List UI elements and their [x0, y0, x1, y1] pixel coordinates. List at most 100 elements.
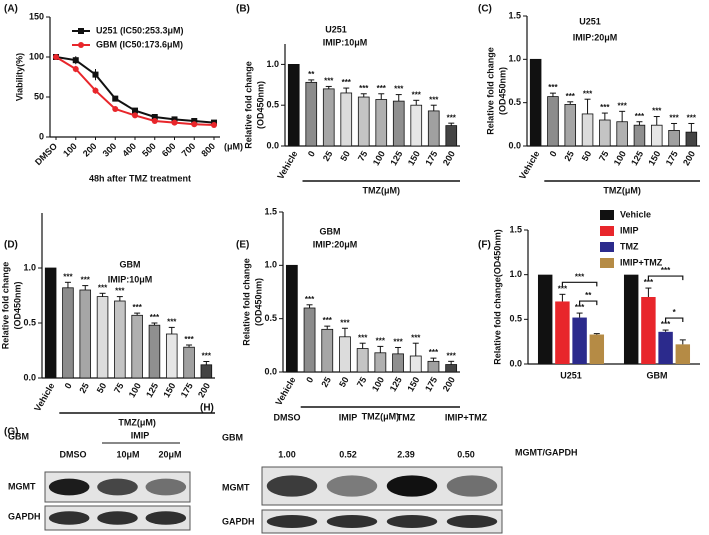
significance: ***: [359, 84, 369, 93]
panel-label: (G): [4, 427, 18, 438]
band: [48, 511, 90, 525]
bar: [303, 307, 316, 373]
legend-swatch: [600, 242, 614, 252]
bar: [200, 364, 213, 379]
marker: [53, 54, 59, 60]
bar: [633, 124, 646, 147]
significance: ***: [63, 272, 73, 281]
significance: ***: [687, 114, 697, 123]
x-tick-label: 125: [388, 149, 404, 167]
significance: ***: [358, 333, 368, 342]
x-tick-label: 800: [199, 141, 217, 159]
significance: ***: [635, 112, 645, 121]
bar: [340, 92, 353, 147]
bar: [305, 81, 318, 147]
significance: ***: [305, 295, 315, 304]
bar: [555, 301, 570, 364]
y-tick-label: 0.0: [509, 358, 522, 368]
marker: [72, 57, 79, 64]
bar: [322, 88, 335, 147]
comparison-bracket: [561, 281, 598, 287]
x-tick-label: 100: [370, 375, 386, 393]
bar: [623, 274, 639, 364]
y-axis-label: Viability(%): [14, 53, 24, 101]
y-tick-label: 150: [29, 11, 44, 21]
legend-label: Vehicle: [620, 209, 651, 219]
significance: ***: [132, 303, 142, 312]
panel-label: (F): [478, 240, 491, 251]
marker: [132, 112, 138, 119]
significance: ***: [446, 351, 456, 360]
bar: [357, 96, 370, 147]
ratio: 1.00: [278, 449, 296, 459]
bar: [572, 317, 587, 364]
chart-subtitle: IMIP:10μM: [108, 274, 153, 284]
y-tick-label: 100: [29, 51, 44, 61]
significance: ***: [202, 352, 212, 361]
significance: ***: [377, 84, 387, 93]
lane-label: IMIP: [339, 412, 358, 422]
x-tick-label: Vehicle: [273, 375, 297, 407]
x-axis-label: TMZ(μM): [603, 185, 641, 195]
x-axis-label: TMZ(μM): [118, 417, 156, 427]
bar: [581, 113, 594, 147]
comparison-bracket: [665, 317, 684, 323]
marker: [191, 121, 198, 128]
significance: ***: [575, 303, 585, 312]
x-tick-label: 175: [423, 375, 439, 393]
comparison-label: ***: [575, 272, 585, 281]
bar: [650, 124, 663, 147]
marker: [171, 119, 178, 126]
legend-label: GBM (IC50:173.6μM): [96, 39, 183, 49]
marker: [211, 122, 217, 128]
significance: ***: [98, 283, 108, 292]
ratio: 0.50: [457, 449, 475, 459]
significance: ***: [411, 333, 421, 342]
bar: [183, 346, 195, 379]
y-tick-label: 0.5: [508, 97, 521, 107]
y-tick-label: 1.5: [509, 224, 522, 234]
bar: [339, 336, 351, 373]
x-tick-label: DMSO: [33, 141, 59, 167]
y-tick-label: 0.5: [264, 313, 277, 323]
bar: [285, 264, 298, 373]
x-tick-label: 700: [180, 141, 198, 159]
row-label: GAPDH: [8, 511, 41, 521]
significance: ***: [81, 276, 91, 285]
x-tick-label: 50: [95, 381, 109, 395]
band: [97, 478, 138, 496]
x-tick-label: 125: [144, 381, 160, 399]
bar: [547, 96, 559, 147]
bar: [675, 344, 691, 364]
y-tick-label: 0.0: [264, 366, 277, 376]
x-tick-label: 500: [140, 141, 158, 159]
lane-label: 20μM: [158, 449, 181, 459]
bar: [148, 324, 161, 379]
bar: [589, 334, 605, 364]
y-axis-label: Relative fold change: [243, 61, 253, 149]
significance: ***: [115, 287, 125, 296]
significance: ***: [558, 284, 568, 293]
lane-label: TMZ: [397, 412, 416, 422]
y-tick-label: 1.0: [23, 262, 36, 272]
comparison-label: *: [673, 308, 677, 317]
x-tick-label: 50: [580, 149, 594, 163]
lane-label: DMSO: [60, 449, 87, 459]
x-tick-label: 25: [319, 375, 333, 389]
x-tick-label: 50: [338, 149, 352, 163]
marker: [72, 66, 79, 72]
x-tick-label: 175: [423, 149, 439, 167]
x-tick-label: 175: [664, 149, 680, 167]
bar: [131, 314, 143, 379]
significance: ***: [167, 318, 177, 327]
lane-label: DMSO: [274, 412, 301, 422]
legend-label: TMZ: [620, 241, 639, 251]
significance: ***: [429, 348, 439, 357]
panel-label: (H): [200, 403, 214, 414]
bar: [44, 267, 57, 379]
x-tick-label: 150: [161, 381, 177, 399]
y-tick-label: 1.0: [266, 59, 279, 69]
chart-title: GBM: [120, 259, 141, 269]
x-tick-label: 200: [441, 375, 457, 393]
